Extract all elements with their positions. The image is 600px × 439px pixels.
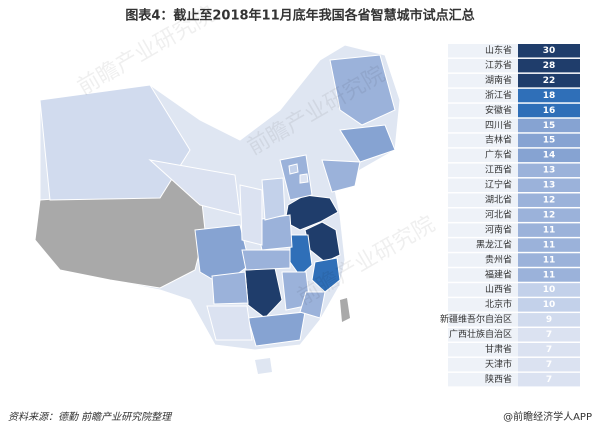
map	[34, 44, 401, 374]
table: 山东省 30 江苏省 28 湖南省 22 浙江省 18 安徽省 16 四川省 15 吉林省 15 广东省 14…	[440, 44, 580, 387]
province-name: 陕西省	[485, 373, 512, 385]
value-label: 11	[543, 240, 556, 250]
province	[247, 311, 306, 347]
province	[239, 184, 263, 246]
province-name: 山西省	[485, 283, 512, 295]
province	[299, 173, 309, 184]
province-name: 北京市	[485, 298, 512, 310]
province	[206, 305, 253, 341]
province-name: 吉林省	[485, 134, 512, 146]
province	[311, 257, 341, 293]
province-name: 江苏省	[485, 59, 512, 71]
province	[329, 54, 396, 126]
value-cell	[518, 103, 580, 118]
value-cell	[518, 238, 580, 252]
value-cell	[518, 313, 580, 327]
value-cell	[518, 298, 580, 312]
value-cell	[518, 133, 580, 148]
province	[148, 159, 241, 216]
province-name: 广西壮族自治区	[449, 328, 512, 340]
value-label: 11	[543, 255, 556, 265]
value-cell	[518, 178, 580, 192]
value-label: 7	[546, 375, 552, 385]
value-cell	[518, 208, 580, 222]
value-cell	[518, 372, 580, 387]
province-name: 辽宁省	[485, 179, 512, 191]
value-label: 15	[543, 136, 556, 146]
province	[241, 249, 291, 271]
province-name: 贵州省	[485, 253, 512, 265]
value-label: 10	[543, 285, 556, 295]
province-name: 湖北省	[485, 194, 512, 206]
value-label: 16	[543, 106, 556, 116]
value-cell	[518, 193, 580, 207]
value-label: 11	[543, 225, 556, 235]
taiwan	[340, 298, 350, 322]
value-cell	[518, 283, 580, 297]
province	[339, 124, 396, 163]
value-label: 18	[543, 91, 556, 101]
province	[279, 154, 313, 201]
province-name: 山东省	[485, 44, 512, 56]
province	[321, 159, 361, 193]
value-label: 11	[543, 270, 556, 280]
value-label: 10	[543, 300, 556, 310]
province-name: 黑龙江省	[476, 238, 512, 250]
value-cell	[518, 268, 580, 282]
value-cell	[518, 343, 580, 357]
province-name: 河南省	[485, 223, 512, 235]
value-cell	[518, 223, 580, 237]
brand: @前瞻经济学人APP	[503, 410, 592, 423]
value-label: 12	[543, 196, 556, 206]
value-cell	[518, 163, 580, 178]
value-label: 7	[546, 360, 552, 370]
province-name: 浙江省	[485, 89, 512, 101]
value-cell	[518, 88, 580, 103]
value-cell	[518, 357, 580, 372]
source: 资料来源：德勤 前瞻产业研究院整理	[8, 411, 173, 423]
value-label: 28	[543, 61, 556, 71]
province-name: 新疆维吾尔自治区	[440, 313, 512, 325]
value-cell	[518, 118, 580, 133]
hainan	[255, 358, 272, 374]
value-label: 15	[543, 121, 556, 131]
value-label: 14	[543, 151, 556, 161]
value-label: 9	[546, 315, 552, 325]
value-cell	[518, 44, 580, 58]
province-name: 广东省	[485, 149, 512, 161]
value-cell	[518, 58, 580, 73]
value-label: 30	[543, 46, 556, 56]
province	[211, 271, 249, 305]
value-cell	[518, 73, 580, 88]
value-label: 7	[546, 345, 552, 355]
value-cell	[518, 328, 580, 342]
province-name: 甘肃省	[485, 343, 512, 355]
value-label: 13	[543, 166, 556, 176]
value-cell	[518, 253, 580, 267]
province-name: 四川省	[485, 119, 512, 131]
province-name: 安徽省	[485, 104, 512, 116]
province-name: 江西省	[485, 164, 512, 176]
province-name: 河北省	[485, 208, 512, 220]
province	[261, 177, 286, 221]
value-label: 13	[543, 181, 556, 191]
province-name: 福建省	[485, 268, 512, 280]
value-label: 12	[543, 210, 556, 220]
province	[299, 291, 326, 319]
value-label: 7	[546, 330, 552, 340]
title: 图表4：截止至2018年11月底年我国各省智慧城市试点汇总	[125, 8, 474, 24]
province-name: 湖南省	[485, 74, 512, 86]
value-label: 22	[543, 76, 556, 86]
value-cell	[518, 148, 580, 163]
province-name: 天津市	[485, 358, 512, 370]
province	[288, 163, 299, 175]
